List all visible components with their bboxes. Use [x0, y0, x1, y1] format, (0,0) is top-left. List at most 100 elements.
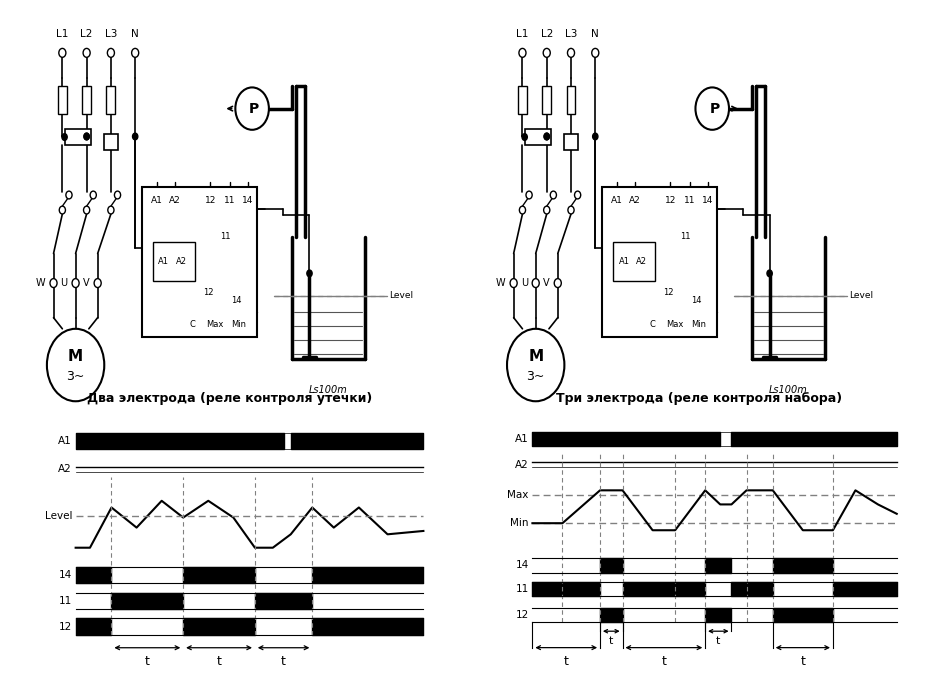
Bar — [564, 134, 577, 150]
Circle shape — [84, 133, 89, 140]
Circle shape — [236, 87, 269, 130]
Text: 11: 11 — [59, 596, 72, 606]
Circle shape — [131, 48, 139, 57]
Text: 14: 14 — [702, 196, 714, 205]
Text: Level: Level — [849, 291, 873, 300]
Text: t: t — [609, 636, 613, 646]
Text: t: t — [281, 655, 286, 668]
Text: 14: 14 — [516, 561, 529, 570]
Circle shape — [132, 133, 138, 140]
Text: U: U — [60, 278, 68, 288]
Text: t: t — [661, 655, 667, 668]
Circle shape — [62, 134, 68, 140]
Circle shape — [522, 134, 528, 140]
Text: 14: 14 — [242, 196, 254, 205]
Text: 14: 14 — [59, 570, 72, 580]
Text: t: t — [716, 636, 720, 646]
Bar — [106, 86, 115, 114]
Text: W: W — [36, 278, 46, 288]
Text: V: V — [543, 278, 550, 288]
Text: Min: Min — [510, 518, 529, 528]
Bar — [602, 187, 716, 337]
Text: t: t — [563, 655, 569, 668]
Text: A1: A1 — [58, 436, 72, 446]
Text: P: P — [249, 102, 259, 116]
Text: 14: 14 — [691, 296, 702, 305]
Text: 12: 12 — [665, 196, 676, 205]
Circle shape — [526, 191, 532, 199]
Text: N: N — [131, 29, 139, 39]
Circle shape — [567, 48, 575, 57]
Text: L3: L3 — [105, 29, 117, 39]
Circle shape — [59, 48, 66, 57]
Text: 12: 12 — [203, 288, 213, 297]
Text: t: t — [145, 655, 150, 668]
Text: A1: A1 — [611, 196, 623, 205]
Bar — [153, 242, 194, 282]
Text: 12: 12 — [205, 196, 216, 205]
Text: C: C — [190, 320, 195, 329]
Text: U: U — [520, 278, 528, 288]
Circle shape — [107, 48, 115, 57]
Circle shape — [507, 329, 564, 401]
Text: 12: 12 — [59, 621, 72, 632]
Circle shape — [307, 270, 312, 277]
Text: Max: Max — [507, 490, 529, 500]
Bar — [613, 242, 654, 282]
Text: A1: A1 — [159, 257, 169, 266]
Text: A2: A2 — [515, 459, 529, 469]
Circle shape — [59, 206, 66, 214]
Text: L1: L1 — [516, 29, 529, 39]
Text: 11: 11 — [685, 196, 696, 205]
Circle shape — [696, 87, 729, 130]
Text: C: C — [650, 320, 655, 329]
Text: A2: A2 — [629, 196, 641, 205]
Circle shape — [66, 191, 72, 199]
Circle shape — [554, 279, 562, 288]
Text: V: V — [83, 278, 90, 288]
Text: t: t — [800, 655, 806, 668]
Circle shape — [84, 206, 90, 214]
Circle shape — [72, 279, 79, 288]
Text: A2: A2 — [169, 196, 181, 205]
Circle shape — [592, 48, 599, 57]
Circle shape — [510, 279, 517, 288]
Circle shape — [575, 191, 580, 199]
Text: A2: A2 — [636, 257, 647, 266]
Text: 3~: 3~ — [67, 370, 85, 383]
Text: P: P — [709, 102, 719, 116]
Text: A2: A2 — [176, 257, 187, 266]
Circle shape — [544, 133, 549, 140]
Text: A2: A2 — [58, 464, 72, 474]
Bar — [142, 187, 256, 337]
Circle shape — [115, 191, 120, 199]
Circle shape — [47, 329, 104, 401]
Circle shape — [83, 48, 90, 57]
Text: L3: L3 — [565, 29, 577, 39]
Circle shape — [568, 206, 574, 214]
Text: Ls100m: Ls100m — [769, 385, 808, 394]
Circle shape — [593, 133, 598, 140]
Text: Min: Min — [691, 320, 706, 329]
Circle shape — [532, 279, 539, 288]
Text: 14: 14 — [231, 296, 242, 305]
Circle shape — [519, 48, 526, 57]
Text: Level: Level — [44, 511, 72, 521]
Bar — [525, 129, 551, 145]
Bar — [543, 86, 551, 114]
Text: M: M — [68, 349, 84, 364]
Text: 11: 11 — [516, 584, 529, 594]
Text: L2: L2 — [81, 29, 93, 39]
Circle shape — [550, 191, 557, 199]
Bar — [566, 86, 576, 114]
Text: Min: Min — [231, 320, 246, 329]
Circle shape — [543, 48, 550, 57]
Text: Max: Max — [666, 320, 684, 329]
Circle shape — [94, 279, 101, 288]
Text: A1: A1 — [515, 434, 529, 444]
Circle shape — [90, 191, 97, 199]
Text: L2: L2 — [541, 29, 553, 39]
Text: L1: L1 — [56, 29, 69, 39]
Bar — [58, 86, 67, 114]
Circle shape — [767, 270, 772, 277]
